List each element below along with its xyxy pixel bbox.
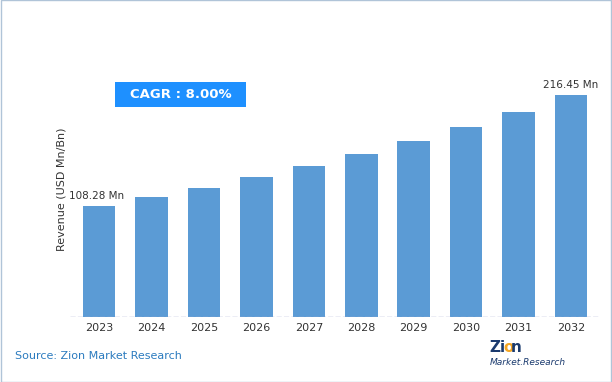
Bar — [345, 154, 378, 317]
Bar — [83, 206, 116, 317]
Text: 216.45 Mn: 216.45 Mn — [543, 80, 599, 91]
Bar — [554, 96, 587, 317]
Text: Global Biofortification Market,: Global Biofortification Market, — [15, 17, 313, 35]
Bar — [135, 197, 168, 317]
Text: Source: Zion Market Research: Source: Zion Market Research — [15, 351, 182, 361]
FancyBboxPatch shape — [115, 82, 246, 107]
Text: Zi: Zi — [490, 340, 506, 355]
Bar — [502, 112, 535, 317]
Text: 108.28 Mn: 108.28 Mn — [69, 191, 124, 201]
Bar — [397, 141, 430, 317]
Text: CAGR : 8.00%: CAGR : 8.00% — [130, 88, 231, 101]
Y-axis label: Revenue (USD Mn/Bn): Revenue (USD Mn/Bn) — [56, 127, 66, 251]
Bar — [450, 127, 482, 317]
Bar — [188, 188, 220, 317]
Text: Market.Research: Market.Research — [490, 358, 565, 367]
Bar — [240, 177, 273, 317]
Bar — [293, 166, 325, 317]
Text: 2024-2032 (USD Million): 2024-2032 (USD Million) — [285, 18, 476, 33]
Text: n: n — [510, 340, 521, 355]
Text: o: o — [503, 340, 513, 355]
